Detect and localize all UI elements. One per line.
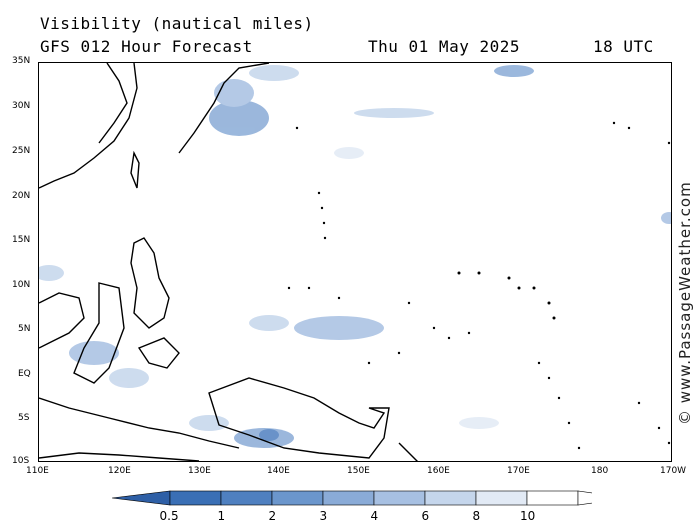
lat-label: 30N (12, 101, 31, 111)
visibility-shading (39, 65, 671, 448)
japan-coast (178, 63, 270, 154)
legend-label: 3 (319, 509, 328, 523)
lon-label: 130E (188, 466, 211, 476)
legend-arrow-low (112, 490, 171, 506)
lat-label: 15N (12, 235, 31, 245)
legend-arrow-high (577, 490, 592, 506)
legend-swatch (169, 490, 222, 506)
legend-swatch (373, 490, 426, 506)
lat-label: 35N (12, 56, 31, 66)
sulawesi-coast (137, 337, 180, 369)
legend-swatch (220, 490, 273, 506)
fog-patch (661, 212, 671, 224)
legend-label: 4 (370, 509, 379, 523)
forecast-model: GFS 012 Hour Forecast (40, 37, 253, 56)
islands (287, 121, 671, 450)
lon-label: 180 (591, 466, 609, 476)
borneo-coast (73, 282, 125, 384)
legend-label: 0.5 (159, 509, 179, 523)
map-title: Visibility (nautical miles) (40, 14, 314, 33)
fog-patch (334, 147, 364, 159)
fog-patch (209, 100, 269, 136)
taiwan-coast (130, 150, 140, 189)
lon-label: 120E (108, 466, 131, 476)
fog-patch (69, 341, 119, 365)
map-frame (38, 62, 672, 462)
lon-label: 110E (26, 466, 49, 476)
legend-label: 8 (472, 509, 481, 523)
lat-label: 10S (12, 456, 30, 466)
map-canvas (39, 63, 671, 461)
lat-label: 25N (12, 146, 31, 156)
legend-label: 2 (268, 509, 277, 523)
fog-patch (249, 315, 289, 331)
fog-patch (354, 108, 434, 118)
new-guinea-coast (208, 377, 390, 459)
lon-label: 140E (267, 466, 290, 476)
legend-swatch (526, 490, 579, 506)
forecast-time: 18 UTC (593, 37, 654, 56)
lat-label: 20N (12, 191, 31, 201)
borneo-mainland-coast (39, 292, 85, 349)
fog-patch (214, 79, 254, 107)
legend-swatch (271, 490, 324, 506)
lon-label: 160E (427, 466, 450, 476)
lat-label: 5N (18, 324, 31, 334)
fog-patch (189, 415, 229, 431)
lat-label: EQ (18, 369, 31, 379)
legend-swatch (322, 490, 375, 506)
lon-label: 170E (507, 466, 530, 476)
legend-label: 1 (217, 509, 226, 523)
china-coast (39, 63, 138, 189)
legend-colorbar (112, 490, 592, 506)
philippines-coast (130, 237, 170, 329)
lat-label: 10N (12, 280, 31, 290)
fog-patch (39, 265, 64, 281)
fog-patch (294, 316, 384, 340)
legend-label: 6 (421, 509, 430, 523)
solomon-coast (398, 442, 418, 461)
fog-patch (459, 417, 499, 429)
lon-label: 170W (660, 466, 687, 476)
fog-patch (109, 368, 149, 388)
legend-swatch (475, 490, 528, 506)
java-coast (39, 397, 240, 449)
legend-label: 10 (520, 509, 536, 523)
lon-label: 150E (347, 466, 370, 476)
watermark-text: © www.PassageWeather.com (676, 181, 694, 425)
forecast-date: Thu 01 May 2025 (368, 37, 520, 56)
korea-coast (98, 63, 128, 144)
lat-label: 5S (18, 413, 30, 423)
fog-patch (259, 429, 279, 441)
australia-coast (39, 452, 200, 461)
coastlines (39, 63, 418, 461)
legend-swatch (424, 490, 477, 506)
fog-patch (249, 65, 299, 81)
fog-patch (494, 65, 534, 77)
